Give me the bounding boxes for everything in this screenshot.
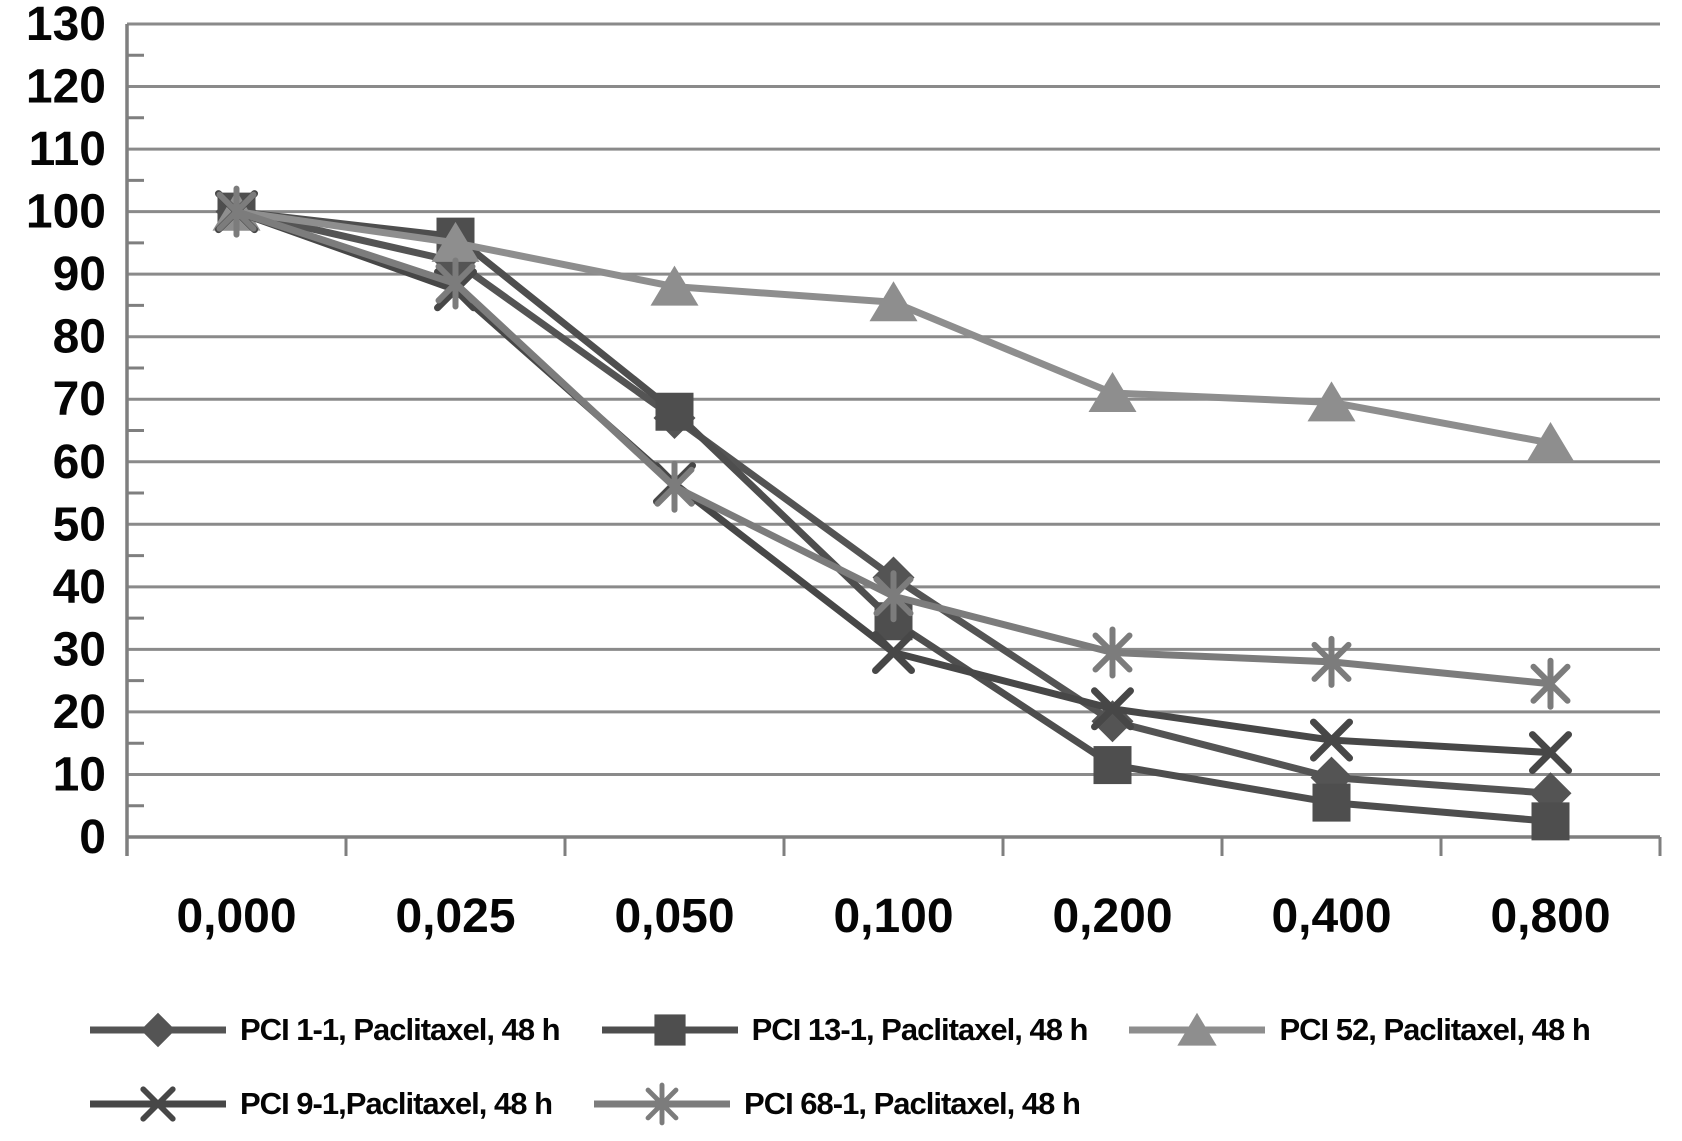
legend-marker-x-icon bbox=[140, 1086, 176, 1122]
x-axis-labels: 0,000 0,025 0,050 0,100 0,200 0,400 0,800 bbox=[176, 890, 1610, 943]
legend-item-pci-13-1: PCI 13-1, Paclitaxel, 48 h bbox=[600, 1006, 1088, 1054]
y-axis-label-60: 60 bbox=[53, 436, 106, 489]
legend-swatch-diamond-icon bbox=[90, 1012, 226, 1048]
square-marker-icon bbox=[1093, 746, 1132, 785]
x-axis-label-0000: 0,000 bbox=[176, 890, 296, 943]
square-marker-icon bbox=[655, 392, 694, 431]
x-axis-label-0200: 0,200 bbox=[1052, 890, 1172, 943]
legend-swatch-asterisk-icon bbox=[594, 1082, 731, 1126]
x-marker-icon bbox=[1310, 718, 1353, 762]
square-marker-icon bbox=[1531, 802, 1570, 841]
y-axis-label-40: 40 bbox=[53, 561, 106, 614]
legend-label-pci-52: PCI 52, Paclitaxel, 48 h bbox=[1279, 1012, 1590, 1047]
triangle-marker-icon bbox=[1088, 371, 1137, 412]
legend-label-pci-13-1: PCI 13-1, Paclitaxel, 48 h bbox=[751, 1012, 1089, 1047]
triangle-marker-icon bbox=[650, 265, 699, 306]
legend-label-pci-1-1: PCI 1-1, Paclitaxel, 48 h bbox=[240, 1012, 561, 1047]
gridlines bbox=[127, 22, 1660, 776]
asterisk-marker-icon bbox=[435, 257, 476, 310]
asterisk-marker-icon bbox=[1530, 657, 1571, 710]
y-axis-label-10: 10 bbox=[53, 748, 106, 801]
legend-marker-wrap bbox=[654, 1014, 686, 1046]
x-marker-icon bbox=[872, 631, 915, 675]
y-axis-label-90: 90 bbox=[53, 248, 106, 301]
x-axis-label-0800: 0,800 bbox=[1490, 890, 1610, 943]
legend-marker-asterisk-icon bbox=[645, 1082, 679, 1126]
asterisk-marker-icon bbox=[654, 460, 695, 513]
y-axis-label-120: 120 bbox=[26, 61, 106, 114]
triangle-marker-icon bbox=[431, 221, 480, 262]
series-line-pci-52 bbox=[236, 208, 1552, 447]
legend-item-pci-52: PCI 52, Paclitaxel, 48 h bbox=[1127, 1006, 1591, 1054]
legend-marker-wrap bbox=[140, 1086, 176, 1122]
legend-marker-square-icon bbox=[654, 1014, 686, 1046]
triangle-marker-icon bbox=[1307, 381, 1356, 422]
legend-swatch-x-icon bbox=[90, 1086, 226, 1122]
y-axis-label-20: 20 bbox=[53, 686, 106, 739]
series-pci-68-1 bbox=[216, 185, 1571, 710]
triangle-marker-icon bbox=[869, 281, 918, 322]
y-axis-label-30: 30 bbox=[53, 623, 106, 676]
legend-label-pci-68-1: PCI 68-1, Paclitaxel, 48 h bbox=[744, 1086, 1081, 1121]
legend-marker-triangle-icon bbox=[1177, 1012, 1218, 1046]
x-axis-label-0025: 0,025 bbox=[395, 890, 515, 943]
legend-swatch-square-icon bbox=[601, 1014, 738, 1046]
x-axis-label-0100: 0,100 bbox=[833, 890, 953, 943]
square-marker-icon bbox=[1312, 783, 1351, 822]
y-axis-label-80: 80 bbox=[53, 311, 106, 364]
y-axis-label-100: 100 bbox=[26, 186, 106, 239]
legend-marker-diamond-icon bbox=[140, 1012, 176, 1048]
y-axis-label-50: 50 bbox=[53, 498, 106, 551]
y-axis-labels: 0 10 20 30 40 50 60 70 80 90 100 110 120 130 bbox=[26, 0, 106, 864]
asterisk-marker-icon bbox=[873, 570, 914, 623]
y-axis-minor-ticks bbox=[127, 53, 144, 808]
y-axis-label-70: 70 bbox=[53, 373, 106, 426]
legend-swatch-triangle-icon bbox=[1129, 1012, 1266, 1046]
series-group bbox=[212, 185, 1575, 841]
y-axis-label-0: 0 bbox=[79, 811, 106, 864]
y-axis-label-130: 130 bbox=[26, 0, 106, 51]
legend-item-pci-68-1: PCI 68-1, Paclitaxel, 48 h bbox=[592, 1080, 1081, 1128]
x-marker-icon bbox=[1091, 687, 1134, 731]
asterisk-marker-icon bbox=[216, 185, 257, 238]
legend-item-pci-9-1: PCI 9-1,Paclitaxel, 48 h bbox=[88, 1080, 553, 1128]
chart-legend-row-2: PCI 9-1,Paclitaxel, 48 h PCI 68-1, Paclit… bbox=[88, 1080, 1081, 1128]
legend-marker-wrap bbox=[140, 1012, 176, 1048]
triangle-marker-icon bbox=[1526, 422, 1575, 463]
y-axis-label-110: 110 bbox=[29, 123, 106, 176]
legend-item-pci-1-1: PCI 1-1, Paclitaxel, 48 h bbox=[88, 1006, 561, 1054]
x-axis-label-0050: 0,050 bbox=[614, 890, 734, 943]
asterisk-marker-icon bbox=[1311, 635, 1352, 688]
x-axis-label-0400: 0,400 bbox=[1271, 890, 1391, 943]
legend-marker-wrap bbox=[1177, 1012, 1218, 1046]
chart-legend-row-1: PCI 1-1, Paclitaxel, 48 h PCI 13-1, Pacli… bbox=[88, 1006, 1591, 1054]
legend-marker-wrap bbox=[645, 1082, 679, 1126]
chart-plot-area: 0 10 20 30 40 50 60 70 80 90 100 110 120 130 0,000 0,02… bbox=[26, 0, 1662, 943]
asterisk-marker-icon bbox=[1092, 626, 1133, 679]
series-pci-9-1 bbox=[215, 190, 1572, 775]
legend-label-pci-9-1: PCI 9-1,Paclitaxel, 48 h bbox=[240, 1086, 553, 1121]
x-marker-icon bbox=[1529, 731, 1572, 775]
x-axis-ticks bbox=[125, 837, 1662, 856]
